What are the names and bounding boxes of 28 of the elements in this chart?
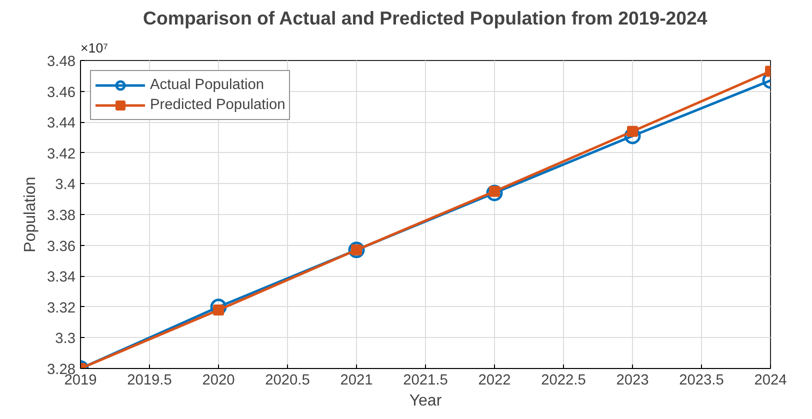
y-tick-label: 3.4: [55, 177, 76, 194]
y-tick-label: 3.34: [46, 270, 76, 286]
y-tick-label: 3.36: [46, 238, 76, 255]
y-tick-label: 3.44: [46, 116, 76, 132]
x-tick-label: 2022.5: [541, 372, 586, 388]
chart-title: Comparison of Actual and Predicted Population from 2019-2024: [143, 8, 708, 28]
x-tick-label: 2024: [754, 372, 787, 388]
x-tick-label: 2023.5: [679, 372, 724, 388]
y-tick-label: 3.48: [46, 54, 76, 70]
point: [624, 128, 641, 144]
x-tick-label: 2020: [202, 372, 235, 388]
x-tick-label: 2019.5: [127, 372, 172, 388]
text: ×10⁷: [80, 40, 108, 56]
x-axis-title: Year: [409, 392, 442, 410]
x-tick-label: 2020.5: [265, 372, 310, 388]
y-axis-title: Population: [22, 176, 39, 252]
y-tick-label: 3.42: [46, 146, 76, 162]
y-tick-label: 3.46: [46, 84, 76, 101]
x-tick-label: 2022: [478, 372, 511, 388]
legend-label: Predicted Population: [150, 97, 286, 113]
legend-label: Actual Population: [150, 77, 264, 93]
x-tick-label: 2021.5: [403, 372, 448, 388]
x-tick-label: 2021: [340, 372, 373, 388]
point: [486, 184, 503, 202]
x-tick-label: 2023: [616, 372, 649, 388]
y-tick-label: 3.32: [46, 300, 76, 316]
y-tick-label: 3.38: [46, 208, 76, 224]
y-tick-label: 3.3: [55, 331, 76, 348]
